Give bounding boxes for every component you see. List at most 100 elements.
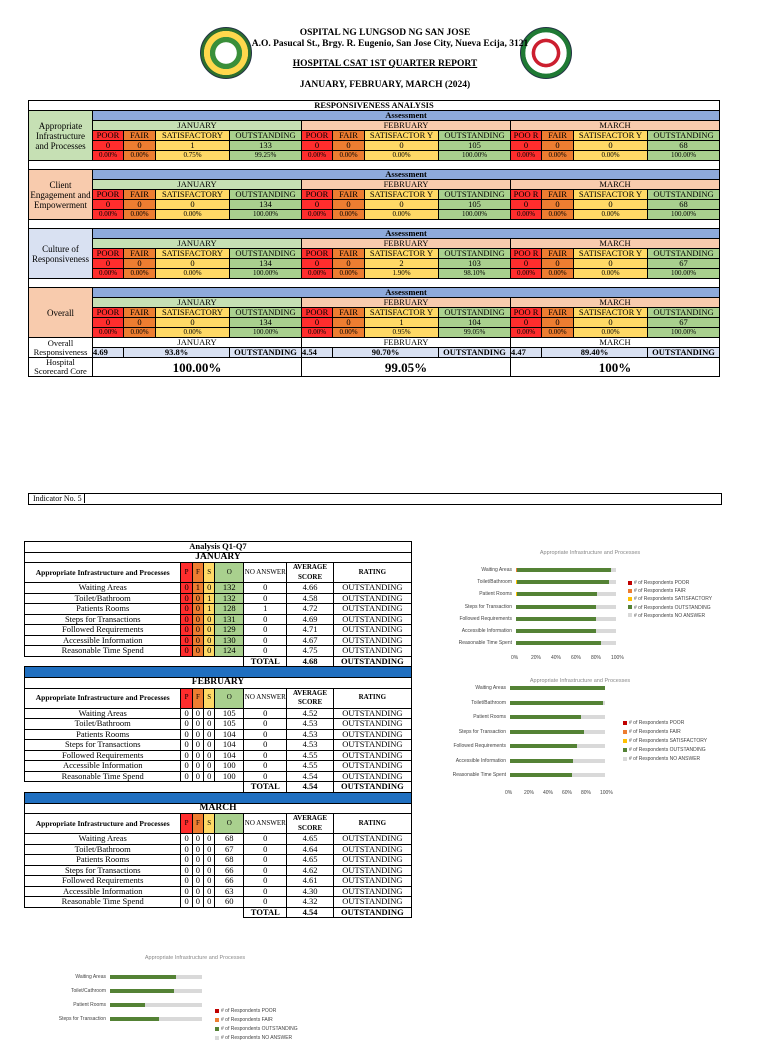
overall-pct: 93.8% <box>123 347 230 358</box>
ra-section-name: Culture of Responsiveness <box>28 228 93 279</box>
ra-section-name: Appropriate Infrastructure and Processes <box>28 110 93 161</box>
chart-bar-segment <box>510 773 572 777</box>
ra-percent: 0.00% <box>332 209 365 220</box>
chart-bar-segment <box>571 773 605 777</box>
chart-x-tick: 80% <box>581 789 592 796</box>
analysis-no-answer-head: NO ANSWER <box>243 687 288 709</box>
chart-category-label: Reasonable Time Spent <box>452 772 506 778</box>
chart-bar-segment <box>174 989 202 993</box>
analysis-cell: OUTSTANDING <box>332 645 413 657</box>
analysis-cell: 0 <box>191 739 205 751</box>
analysis-cell: 4.30 <box>286 885 334 897</box>
chart-category-label: Steps for Transaction <box>458 728 506 735</box>
analysis-cell: 0 <box>243 833 288 845</box>
analysis-table: Analysis Q1-Q7 JANUARY Appropriate Infrast… <box>23 541 413 918</box>
analysis-cell: 0 <box>191 613 205 625</box>
analysis-cell: 4.53 <box>286 718 334 730</box>
ra-section-name: Client Engagement and Empowerment <box>28 169 93 220</box>
ra-percent: 99.05% <box>438 327 511 338</box>
ra-percent: 0.00% <box>92 327 124 338</box>
analysis-row: Accessible Information 0 0 0 130 0 4.67 OUTSTAN… <box>23 634 413 646</box>
overall-rating: OUTSTANDING <box>438 347 511 358</box>
ra-col-header: FAIR <box>123 189 156 200</box>
chart-bar-segment <box>611 568 616 572</box>
analysis-pfso: F <box>191 562 205 583</box>
ra-month: MARCH <box>510 238 720 249</box>
chart-bar-segment <box>516 568 517 572</box>
ra-col-header: OUTSTANDING <box>647 189 720 200</box>
analysis-cell: 4.66 <box>286 582 334 594</box>
ra-col-header: OUTSTANDING <box>438 307 511 318</box>
ra-month: JANUARY <box>92 337 302 348</box>
ra-count: 68 <box>647 140 720 151</box>
report-period: JANUARY, FEBRUARY, MARCH (2024) <box>299 80 471 90</box>
ra-col-header: POOR <box>301 307 333 318</box>
ra-col-header: POOR <box>92 307 124 318</box>
ra-count: 0 <box>155 317 230 328</box>
ra-month: FEBRUARY <box>301 238 511 249</box>
analysis-row: Followed Requirements 0 0 0 129 0 4.71 OUTSTAND… <box>23 624 413 636</box>
analysis-cell: Toilet/Bathroom <box>23 718 182 730</box>
ra-percent: 0.75% <box>155 150 230 161</box>
analysis-cell: 128 <box>214 603 245 615</box>
analysis-cell: 0 <box>191 843 205 855</box>
hsc-value: 100% <box>510 357 720 377</box>
ra-count: 134 <box>229 317 302 328</box>
chart-x-tick: 0% <box>511 655 519 662</box>
analysis-cell: 4.69 <box>286 613 334 625</box>
analysis-row: Reasonable Time Spend 0 0 0 100 0 4.54 OUTSTAND… <box>23 770 413 782</box>
analysis-cell: 0 <box>203 718 216 730</box>
chart-legend-item: # of Respondents FAIR <box>623 729 681 735</box>
chart-category-label: Steps for Transaction <box>464 603 512 610</box>
ra-title: RESPONSIVENESS ANALYSIS <box>28 100 720 111</box>
analysis-cell: 0 <box>180 770 193 782</box>
ra-percent: 100.00% <box>229 209 302 220</box>
ra-col-header: OUTSTANDING <box>438 189 511 200</box>
chart-legend-item: # of Respondents POOR <box>215 1008 276 1014</box>
analysis-cell: 105 <box>214 707 245 719</box>
chart-bar-segment <box>572 758 605 763</box>
ra-percent: 0.00% <box>541 327 574 338</box>
analysis-month: MARCH <box>24 802 412 814</box>
ra-count: 105 <box>438 199 511 210</box>
analysis-total-label: TOTAL <box>243 906 288 918</box>
ra-percent: 0.00% <box>573 209 648 220</box>
analysis-cell: 4.53 <box>286 728 334 740</box>
chart-x-tick: 60% <box>562 789 573 796</box>
analysis-cell: 0 <box>243 770 288 782</box>
analysis-cell: 0 <box>191 645 205 657</box>
chart-x-tick: 40% <box>551 655 562 662</box>
analysis-cell: 0 <box>191 624 205 636</box>
ra-col-header: SATISFACTOR Y <box>573 130 648 141</box>
chart-bar-segment <box>596 616 616 621</box>
analysis-cell: 0 <box>191 749 205 761</box>
ra-percent: 0.00% <box>123 268 156 279</box>
chart-legend-item: # of Respondents FAIR <box>215 1017 273 1023</box>
analysis-cell: 0 <box>243 613 288 625</box>
analysis-cell: 0 <box>191 634 205 646</box>
analysis-cell: 0 <box>243 728 288 740</box>
analysis-cell: 1 <box>203 592 216 604</box>
indicator-label: Indicator No. 5 <box>33 494 85 503</box>
city-seal-logo <box>200 27 252 79</box>
analysis-cell: OUTSTANDING <box>332 760 413 772</box>
analysis-total-label: TOTAL <box>243 655 288 667</box>
ra-col-header: SATISFACTORY <box>155 130 230 141</box>
analysis-pfso: P <box>180 687 193 709</box>
ra-percent: 0.00% <box>301 268 333 279</box>
analysis-month: JANUARY <box>24 551 412 563</box>
analysis-rating-head: RATING <box>332 687 413 709</box>
chart-x-tick: 100% <box>600 789 613 796</box>
analysis-cell: 0 <box>191 707 205 719</box>
chart-march: Appropriate Infrastructure and Processes… <box>59 955 360 1041</box>
ra-count: 1 <box>364 317 439 328</box>
ra-percent: 0.00% <box>123 327 156 338</box>
hospital-address: A.O. Pasucal St., Brgy. R. Eugenio, San … <box>251 39 529 49</box>
analysis-cell: 0 <box>203 707 216 719</box>
ra-percent: 0.00% <box>541 150 574 161</box>
hospital-seal-logo <box>520 27 572 79</box>
analysis-pfso: O <box>214 562 245 583</box>
chart-title: Appropriate Infrastructure and Processes <box>529 678 631 684</box>
chart-category-label: Waiting Areas <box>75 974 106 980</box>
ra-percent: 0.00% <box>364 150 439 161</box>
